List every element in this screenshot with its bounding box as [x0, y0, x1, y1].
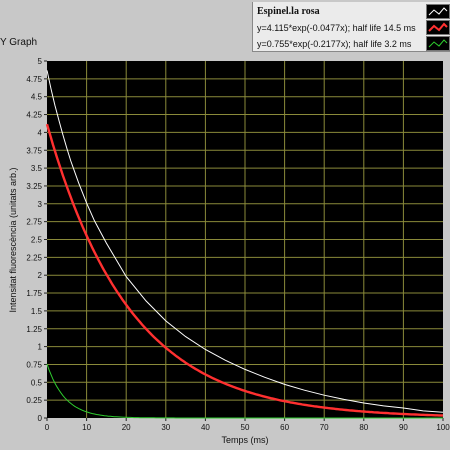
x-axis-ticks: 0 10 20 30 40 50 60 70 80 90 100	[45, 418, 450, 432]
y-tick-label: 2	[38, 271, 43, 280]
x-axis-label: Temps (ms)	[222, 435, 269, 445]
y-tick-label: 3.25	[26, 182, 42, 191]
x-tick-label: 50	[241, 423, 250, 432]
legend-fit2-swatch	[426, 36, 450, 51]
y-tick-label: 1	[38, 343, 43, 352]
x-tick-label: 100	[436, 423, 450, 432]
y-tick-label: 0	[38, 414, 43, 423]
y-tick-label: 4.5	[31, 93, 43, 102]
x-tick-label: 10	[82, 423, 91, 432]
x-tick-label: 30	[161, 423, 170, 432]
x-tick-label: 70	[320, 423, 329, 432]
legend-fit1-swatch-line	[428, 22, 448, 32]
y-tick-label: 1.25	[26, 325, 42, 334]
y-tick-label: 3.75	[26, 146, 42, 155]
legend-data-swatch-line	[428, 7, 448, 16]
grid-lines	[47, 61, 443, 418]
legend-fit1-label: y=4.115*exp(-0.0477x); half life 14.5 ms	[257, 23, 416, 33]
series-fit2-line	[46, 363, 443, 419]
legend-fit1-swatch	[426, 20, 450, 35]
y-tick-label: 2.25	[26, 253, 42, 262]
y-tick-label: 2.5	[31, 236, 43, 245]
y-tick-label: 0.5	[31, 378, 43, 387]
y-tick-label: 5	[38, 57, 43, 66]
y-tick-label: 3.5	[31, 164, 43, 173]
y-tick-label: 2.75	[26, 218, 42, 227]
x-tick-label: 40	[201, 423, 210, 432]
y-tick-label: 1.75	[26, 289, 42, 298]
legend-fit2-swatch-line	[428, 39, 448, 48]
y-tick-label: 4	[38, 128, 43, 137]
x-tick-label: 20	[122, 423, 131, 432]
x-tick-label: 90	[399, 423, 408, 432]
legend-row-fit1[interactable]: y=4.115*exp(-0.0477x); half life 14.5 ms	[257, 20, 450, 36]
x-tick-label: 60	[280, 423, 289, 432]
y-tick-label: 1.5	[31, 307, 43, 316]
plot-legend[interactable]: Espinel.la rosa y=4.115*exp(-0.0477x); h…	[252, 2, 450, 52]
y-tick-label: 0.25	[26, 396, 42, 405]
graph-title: Y Graph	[0, 37, 38, 48]
legend-row-fit2[interactable]: y=0.755*exp(-0.2177x); half life 3.2 ms	[257, 36, 450, 52]
y-axis-label: Intensitat fluorescència (unitats arb.)	[8, 167, 18, 312]
legend-data-label: Espinel.la rosa	[257, 6, 320, 17]
x-tick-label: 80	[359, 423, 368, 432]
series-data-line	[46, 70, 444, 413]
x-tick-label: 0	[45, 423, 50, 432]
series-fit1-line	[45, 123, 444, 417]
y-axis-ticks: 0 0.25 0.5 0.75 1 1.25 1.5 1.75 2 2.25 2.5 2.75 3 3.2…	[26, 57, 47, 423]
plot-series	[45, 70, 444, 419]
y-tick-label: 3	[38, 200, 43, 209]
y-tick-label: 0.75	[26, 360, 42, 369]
legend-fit2-label: y=0.755*exp(-0.2177x); half life 3.2 ms	[257, 39, 412, 49]
y-tick-label: 4.25	[26, 111, 42, 120]
y-tick-label: 4.75	[26, 75, 42, 84]
